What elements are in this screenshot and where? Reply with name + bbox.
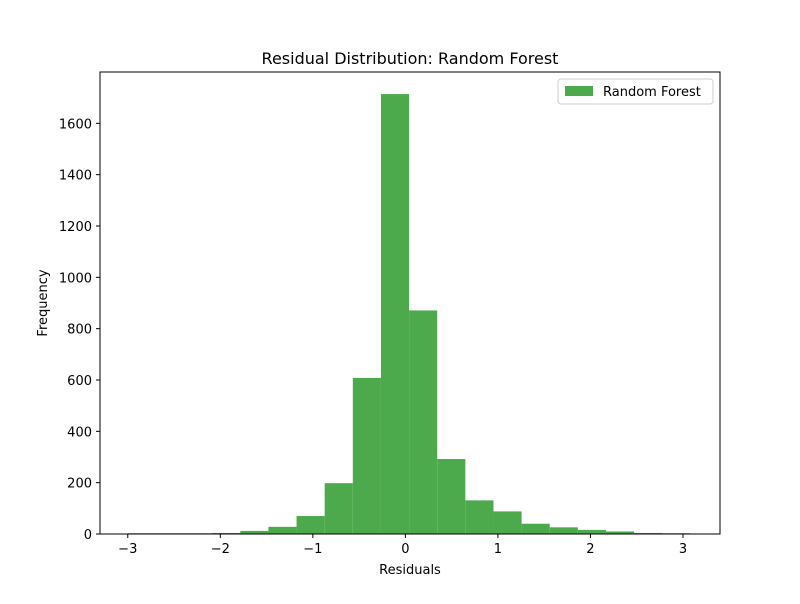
y-tick-label: 1400 [59, 169, 92, 184]
histogram-bar [324, 483, 353, 534]
y-tick-label: 200 [67, 477, 92, 492]
y-tick-label: 1200 [59, 220, 92, 235]
histogram-bar [549, 527, 578, 534]
x-tick-label: 2 [586, 542, 594, 557]
y-tick-label: 400 [67, 425, 92, 440]
x-tick-label: 0 [401, 542, 409, 557]
y-tick-label: 800 [67, 323, 92, 338]
x-tick-label: −3 [118, 542, 137, 557]
histogram-bar [409, 310, 438, 534]
histogram-bar [296, 516, 325, 534]
legend-label: Random Forest [603, 85, 701, 100]
bars-group [127, 94, 691, 534]
x-axis-title: Residuals [379, 563, 441, 578]
histogram-bar [493, 511, 522, 534]
histogram-bar [240, 530, 269, 534]
histogram-bar [465, 500, 494, 534]
histogram-bar [437, 459, 466, 534]
x-tick-label: −1 [303, 542, 322, 557]
legend: Random Forest [557, 78, 714, 105]
legend-box [557, 78, 714, 105]
y-tick-label: 600 [67, 374, 92, 389]
histogram-bar [268, 526, 297, 534]
histogram-bar [380, 94, 410, 534]
histogram-bar [634, 532, 663, 534]
legend-swatch [565, 86, 593, 96]
y-axis-title: Frequency [36, 269, 51, 336]
x-axis: −3 −2 −1 0 1 2 3 [118, 534, 687, 557]
x-tick-label: 1 [494, 542, 502, 557]
histogram-bar [352, 377, 381, 534]
histogram-bar [212, 532, 241, 534]
x-tick-label: 3 [679, 542, 687, 557]
y-tick-label: 1600 [59, 117, 92, 132]
histogram-bar [577, 529, 606, 534]
chart-title: Residual Distribution: Random Forest [262, 49, 559, 68]
histogram-bar [521, 523, 550, 534]
y-axis: 0 200 400 600 800 1000 1200 1400 1600 [59, 117, 100, 543]
x-tick-label: −2 [211, 542, 230, 557]
y-tick-label: 1000 [59, 271, 92, 286]
y-tick-label: 0 [84, 528, 92, 543]
histogram-bar [605, 531, 635, 534]
plot-frame [99, 71, 721, 535]
